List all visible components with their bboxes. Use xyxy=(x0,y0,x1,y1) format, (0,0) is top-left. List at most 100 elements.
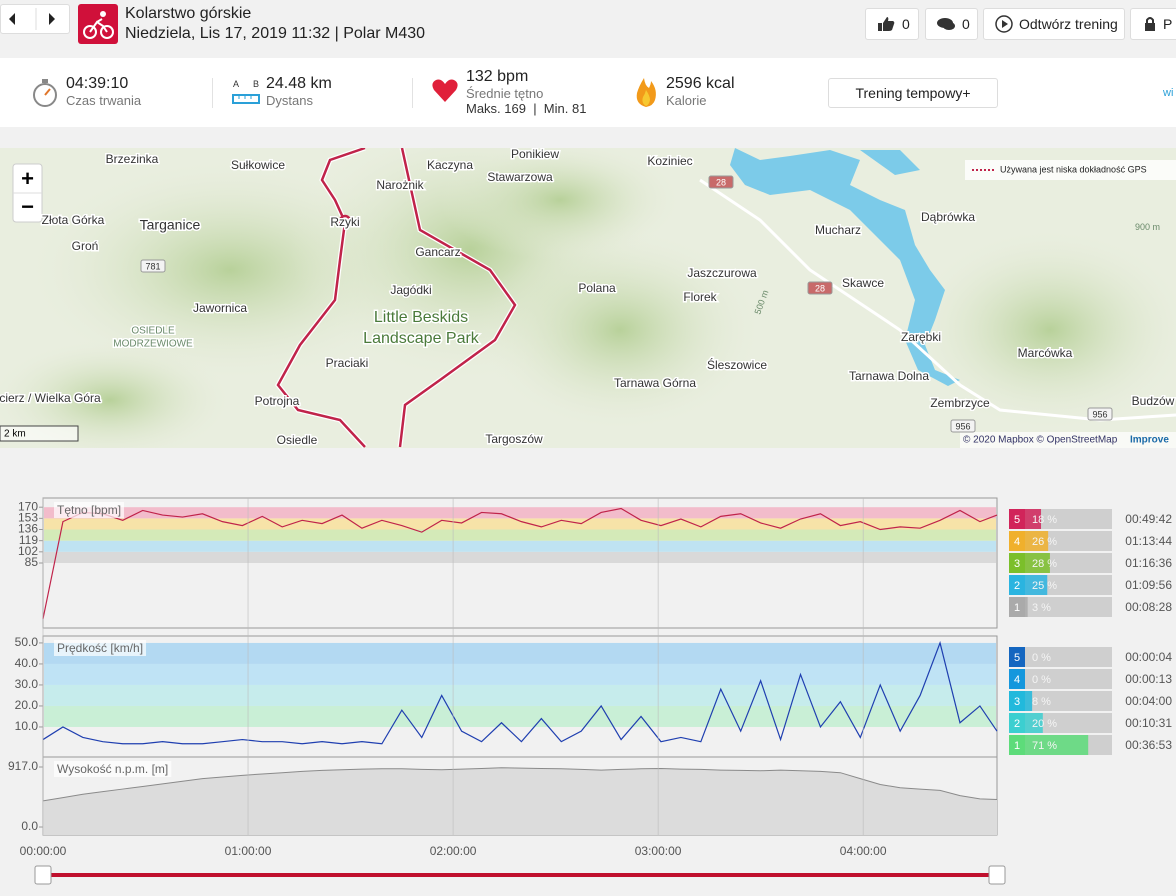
y-tick-label: 153 xyxy=(18,511,38,525)
zone-time: 00:10:31 xyxy=(1125,716,1172,730)
place-label: OSIEDLE xyxy=(131,326,175,337)
chart-title: Tętno [bpm] xyxy=(57,503,121,517)
calories-label: Kalorie xyxy=(666,93,707,108)
road xyxy=(699,178,1176,422)
zone-time: 00:04:00 xyxy=(1125,694,1172,708)
zone-badge xyxy=(1009,691,1025,711)
place-label: Praciaki xyxy=(326,356,369,370)
place-label: Mucharz xyxy=(815,223,861,237)
zone-time: 00:36:53 xyxy=(1125,738,1172,752)
distance: 24.48 km xyxy=(266,75,332,92)
chart-title-bg xyxy=(54,502,125,518)
link[interactable]: wi xyxy=(1163,87,1174,99)
x-tick-label: 01:00:00 xyxy=(225,844,272,858)
comment-button[interactable]: 0 xyxy=(925,8,978,40)
zone-badge xyxy=(1009,597,1025,617)
x-tick-label: 02:00:00 xyxy=(430,844,477,858)
stats-bar xyxy=(0,58,1176,127)
series-line xyxy=(42,507,998,619)
place-label: Jagódki xyxy=(390,283,431,297)
place-label: Targoszów xyxy=(485,432,543,446)
place-label: Targanice xyxy=(140,217,201,233)
map[interactable]: Brzezinka Sułkowice Kaczyna Ponikiew Stawarz… xyxy=(0,148,1176,448)
zone-bar xyxy=(1025,553,1050,573)
y-tick-label: 102 xyxy=(18,544,38,558)
zone-time: 01:09:56 xyxy=(1125,578,1172,592)
like-button[interactable]: 0 xyxy=(865,8,919,40)
scale-label: 2 km xyxy=(4,429,26,440)
heart-rate-range: Maks. 169 | Min. 81 xyxy=(466,101,587,116)
place-label: Landscape Park xyxy=(363,330,480,347)
place-label: Polana xyxy=(578,281,616,295)
zone-time: 00:00:13 xyxy=(1125,672,1172,686)
zoom-in[interactable]: + xyxy=(21,166,34,191)
zone-row-bg xyxy=(1009,647,1112,667)
road-number: 956 xyxy=(955,421,970,431)
chart-title: Prędkość [km/h] xyxy=(57,641,143,655)
zoom-out[interactable]: − xyxy=(21,194,34,219)
zone-band xyxy=(44,529,996,541)
place-label: Jawornica xyxy=(193,301,247,315)
road-shield xyxy=(807,281,833,295)
slider-handle[interactable] xyxy=(988,865,1006,885)
training-type-button[interactable]: Trening tempowy+ xyxy=(828,78,998,108)
privacy-button[interactable]: P xyxy=(1130,8,1176,40)
zone-time: 00:08:28 xyxy=(1125,600,1172,614)
zone-bar xyxy=(1025,735,1089,755)
place-label: Złota Górka xyxy=(42,213,105,227)
zone-badge xyxy=(1009,553,1025,573)
zone-time: 01:16:36 xyxy=(1125,556,1172,570)
duration-label: Czas trwania xyxy=(66,93,142,108)
zone-time: 00:49:42 xyxy=(1125,512,1172,526)
place-label: Skawce xyxy=(842,276,884,290)
y-tick-label: 10.0 xyxy=(15,719,39,733)
x-tick-label: 04:00:00 xyxy=(840,844,887,858)
zoom-control[interactable] xyxy=(12,163,43,223)
place-label: Sułkowice xyxy=(231,158,285,172)
zone-badge xyxy=(1009,531,1025,551)
zone-band xyxy=(44,551,996,563)
zone-number: 5 xyxy=(1014,514,1020,526)
slider-handle[interactable] xyxy=(34,865,52,885)
zone-badge xyxy=(1009,509,1025,529)
attribution-bg xyxy=(960,432,1176,448)
place-label: Stawarzowa xyxy=(487,170,553,184)
place-label: Zembrzyce xyxy=(930,396,990,410)
zone-row-bg xyxy=(1009,691,1112,711)
zone-time: 01:13:44 xyxy=(1125,534,1172,548)
chart-title-bg xyxy=(54,761,172,777)
place-label: Gancarz xyxy=(415,245,460,259)
x-tick-label: 00:00:00 xyxy=(20,844,67,858)
zone-percent: 0 % xyxy=(1032,674,1051,686)
zone-number: 2 xyxy=(1014,580,1020,592)
area-line xyxy=(42,767,998,802)
zone-percent: 26 % xyxy=(1032,536,1057,548)
zone-bar xyxy=(1025,597,1028,617)
contour-label: 900 m xyxy=(1135,222,1160,232)
y-tick-label: 0.0 xyxy=(21,819,38,833)
zone-band xyxy=(44,663,996,685)
zone-number: 3 xyxy=(1014,558,1020,570)
zone-band xyxy=(44,540,996,552)
zone-bar xyxy=(1025,691,1033,711)
place-label: Kaczyna xyxy=(427,158,473,172)
place-label: Little Beskids xyxy=(374,309,468,326)
attribution: © 2020 Mapbox © OpenStreetMap xyxy=(963,435,1118,446)
zone-number: 4 xyxy=(1014,674,1020,686)
place-label: Tarnawa Dolna xyxy=(849,369,929,383)
replay-button[interactable]: Odtwórz trening xyxy=(983,8,1125,40)
nav-arrows[interactable] xyxy=(1,4,69,34)
zone-number: 1 xyxy=(1014,602,1020,614)
road-shield xyxy=(950,419,976,433)
route xyxy=(276,148,517,448)
nav-buttons[interactable] xyxy=(0,4,70,34)
place-label: Narożnik xyxy=(376,178,424,192)
place-label: Tarnawa Górna xyxy=(614,376,696,390)
improve-link[interactable]: Improve xyxy=(1130,435,1169,446)
place-label: Brzezinka xyxy=(106,152,159,166)
zone-band xyxy=(44,518,996,530)
place-label: Dąbrówka xyxy=(921,210,975,224)
y-tick-label: 40.0 xyxy=(15,656,39,670)
